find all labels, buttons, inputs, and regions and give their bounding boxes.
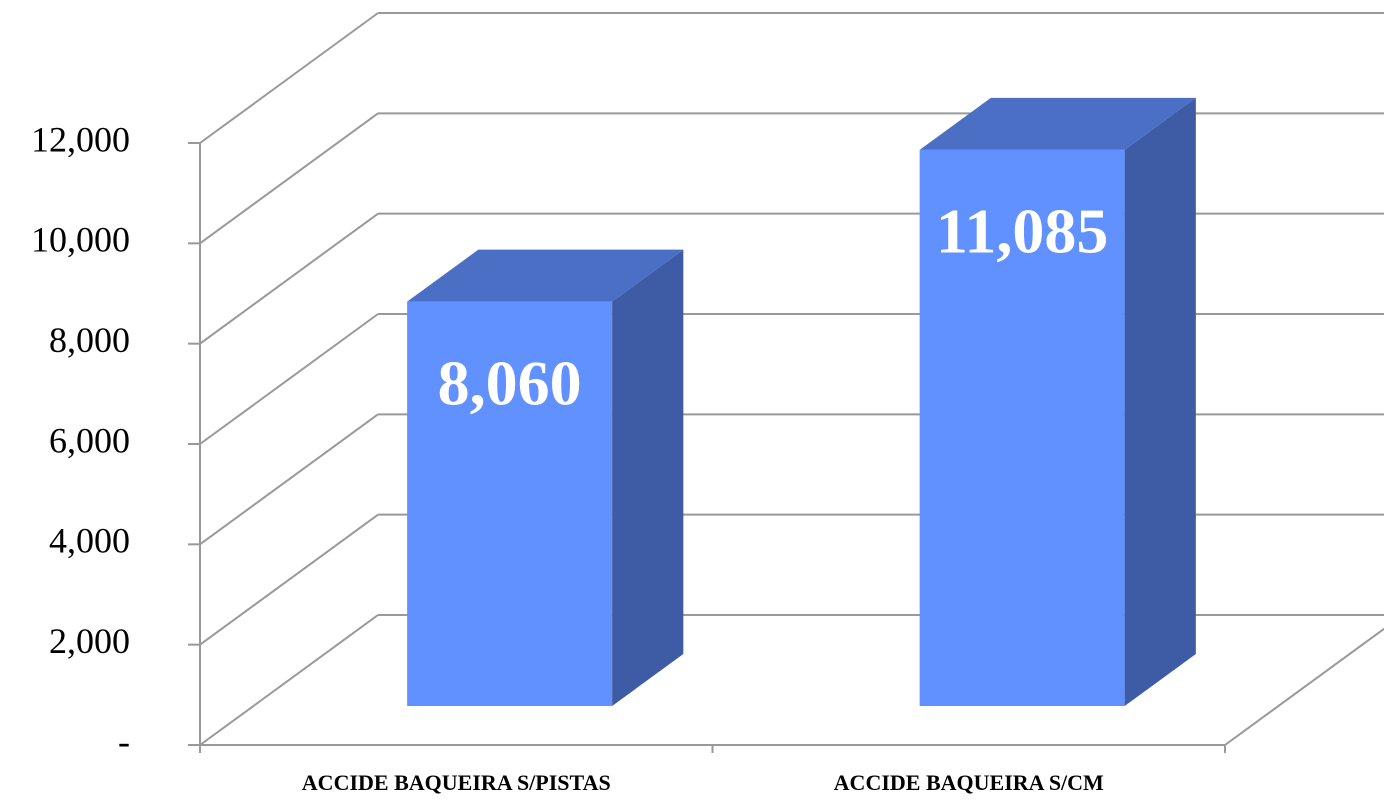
bar-side xyxy=(1124,97,1196,707)
bar-top xyxy=(407,249,684,302)
bar-top xyxy=(919,97,1196,150)
y-tick-label: 10,000 xyxy=(31,220,130,260)
bar-front xyxy=(919,149,1125,707)
bar xyxy=(407,249,684,706)
y-tick-label: 12,000 xyxy=(31,119,130,159)
grid-line xyxy=(199,614,379,746)
y-tick-label: 2,000 xyxy=(49,621,130,661)
bar xyxy=(919,97,1196,707)
data-label: 11,085 xyxy=(936,196,1108,267)
grid-line xyxy=(199,112,379,245)
x-tick-label: ACCIDE BAQUEIRA S/PISTAS xyxy=(302,770,611,795)
y-tick-label: 4,000 xyxy=(49,521,130,561)
x-tick-label: ACCIDE BAQUEIRA S/CM xyxy=(834,770,1104,795)
bar-side xyxy=(612,249,684,706)
grid-line xyxy=(199,212,379,345)
data-label: 8,060 xyxy=(438,347,582,418)
bar-front xyxy=(407,301,613,706)
floor-edge xyxy=(1224,627,1384,746)
y-tick-label: 6,000 xyxy=(49,420,130,460)
grid-line xyxy=(199,513,379,646)
grid-line xyxy=(199,413,379,546)
grid-line xyxy=(199,12,379,144)
y-tick-label: - xyxy=(118,721,130,761)
y-tick-label: 8,000 xyxy=(49,320,130,360)
grid-line xyxy=(199,313,379,445)
